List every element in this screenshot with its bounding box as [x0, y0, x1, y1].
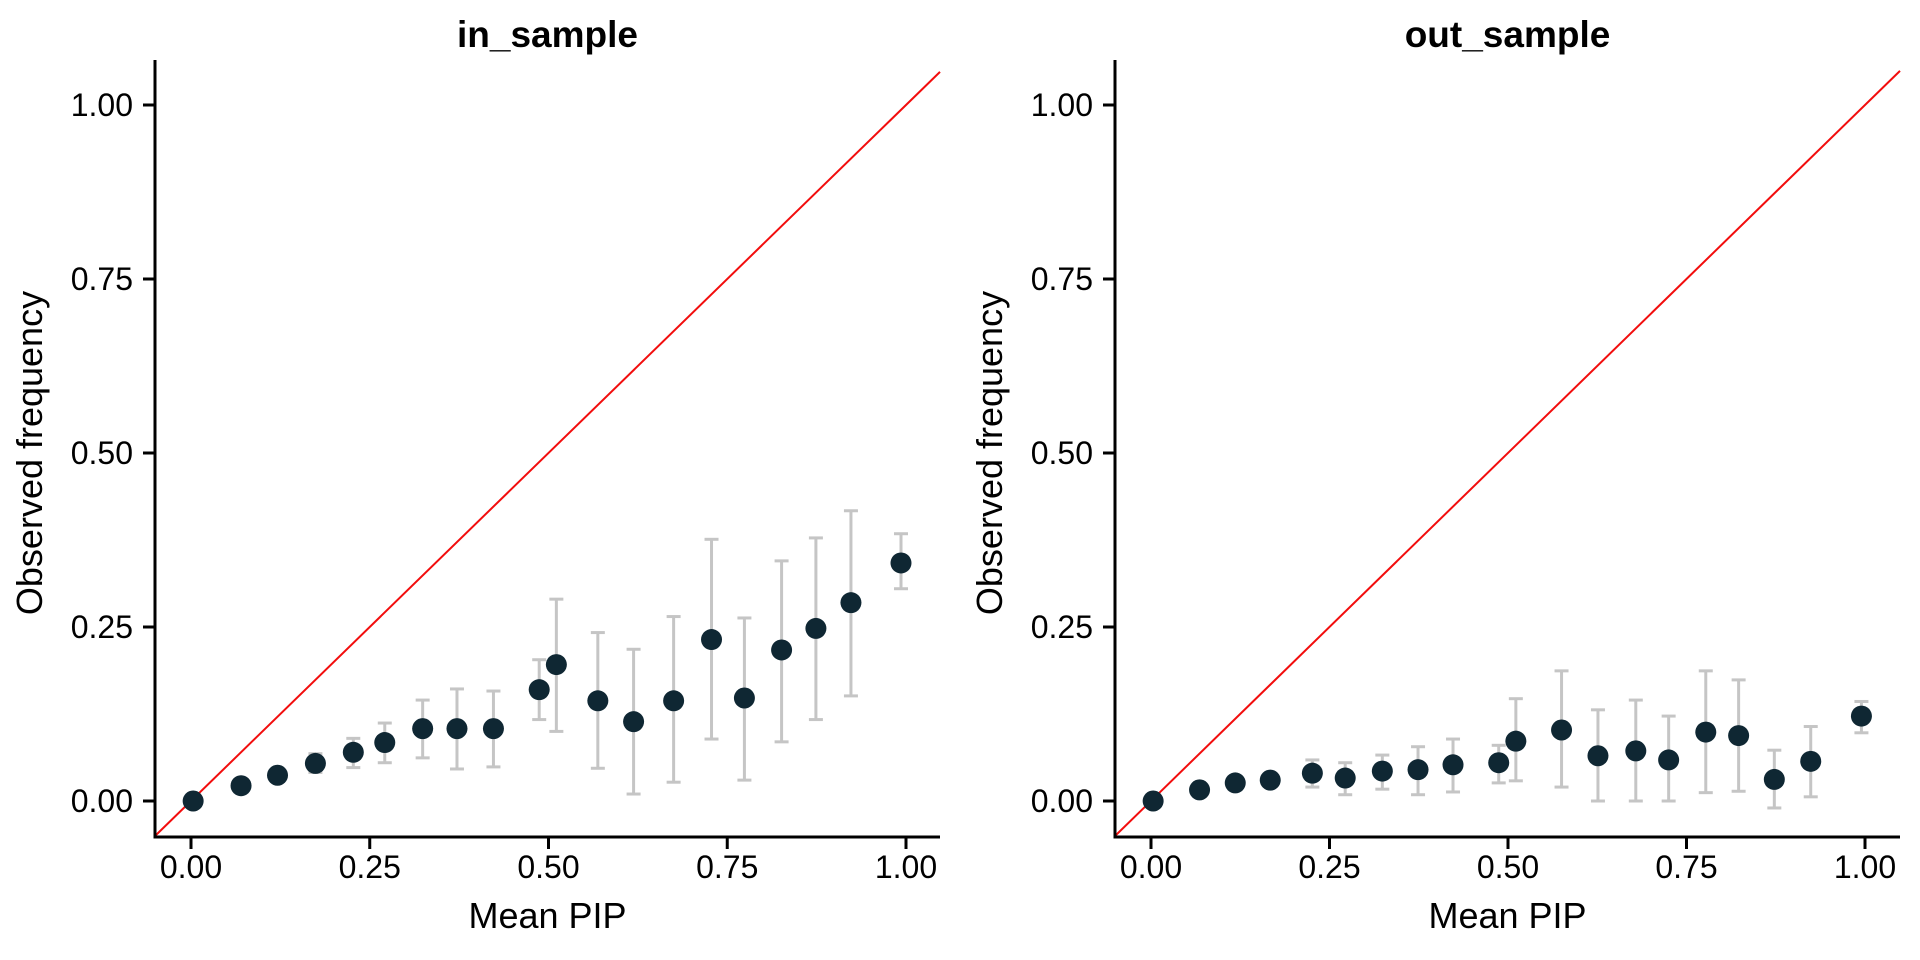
x-tick-label: 0.00 — [1120, 849, 1182, 885]
data-point — [1301, 762, 1323, 784]
data-point — [230, 775, 252, 797]
data-point — [890, 552, 912, 574]
x-tick-label: 0.75 — [1655, 849, 1717, 885]
data-point — [701, 629, 723, 651]
y-tick-label: 0.75 — [71, 261, 133, 297]
x-tick-label: 1.00 — [1834, 849, 1896, 885]
data-point — [1763, 768, 1785, 790]
data-point — [446, 718, 468, 740]
data-point — [304, 752, 326, 774]
data-point — [1259, 769, 1281, 791]
x-tick-label: 0.25 — [1298, 849, 1360, 885]
data-point — [374, 732, 396, 754]
data-point — [1442, 754, 1464, 776]
data-point — [528, 679, 550, 701]
data-point — [1695, 721, 1717, 743]
y-tick-label: 0.25 — [71, 609, 133, 645]
data-point — [1800, 750, 1822, 772]
data-point — [1658, 749, 1680, 771]
data-point — [267, 764, 289, 786]
data-point — [1334, 767, 1356, 789]
data-point — [663, 690, 685, 712]
data-point — [587, 690, 609, 712]
panel-title-out-sample: out_sample — [1404, 14, 1611, 55]
identity-line — [154, 71, 941, 837]
x-tick-label: 0.00 — [160, 849, 222, 885]
x-tick-label: 1.00 — [875, 849, 937, 885]
data-point — [412, 718, 434, 740]
data-point — [1505, 730, 1527, 752]
data-point — [1625, 740, 1647, 762]
y-tick-label: 0.75 — [1031, 261, 1093, 297]
data-point — [840, 592, 862, 614]
data-point — [1371, 760, 1393, 782]
y-axis-title-right: Observed frequency — [969, 290, 1010, 616]
x-axis-title-right: Mean PIP — [1428, 895, 1587, 936]
y-tick-label: 0.50 — [1031, 435, 1093, 471]
data-point — [342, 741, 364, 763]
data-point — [1551, 719, 1573, 741]
data-point — [1728, 725, 1750, 747]
y-axis-title-left: Observed frequency — [9, 290, 50, 616]
data-point — [1488, 752, 1510, 774]
data-point — [1407, 759, 1429, 781]
data-point — [623, 711, 645, 733]
y-tick-label: 1.00 — [1031, 87, 1093, 123]
x-tick-label: 0.75 — [696, 849, 758, 885]
data-point — [805, 617, 827, 639]
data-point — [1587, 745, 1609, 767]
x-axis-title-left: Mean PIP — [468, 895, 627, 936]
data-point — [771, 639, 793, 661]
y-tick-label: 1.00 — [71, 87, 133, 123]
x-tick-label: 0.50 — [1477, 849, 1539, 885]
data-point — [1224, 772, 1246, 794]
x-tick-label: 0.50 — [517, 849, 579, 885]
data-point — [1189, 779, 1211, 801]
data-point — [1850, 705, 1872, 727]
y-tick-label: 0.50 — [71, 435, 133, 471]
panel-title-in-sample: in_sample — [457, 14, 638, 55]
y-tick-label: 0.00 — [1031, 783, 1093, 819]
data-point — [545, 654, 567, 676]
data-point — [182, 790, 204, 812]
y-tick-label: 0.25 — [1031, 609, 1093, 645]
data-point — [482, 718, 504, 740]
data-point — [1142, 790, 1164, 812]
data-point — [733, 687, 755, 709]
y-tick-label: 0.00 — [71, 783, 133, 819]
identity-line — [1114, 70, 1901, 837]
x-tick-label: 0.25 — [339, 849, 401, 885]
